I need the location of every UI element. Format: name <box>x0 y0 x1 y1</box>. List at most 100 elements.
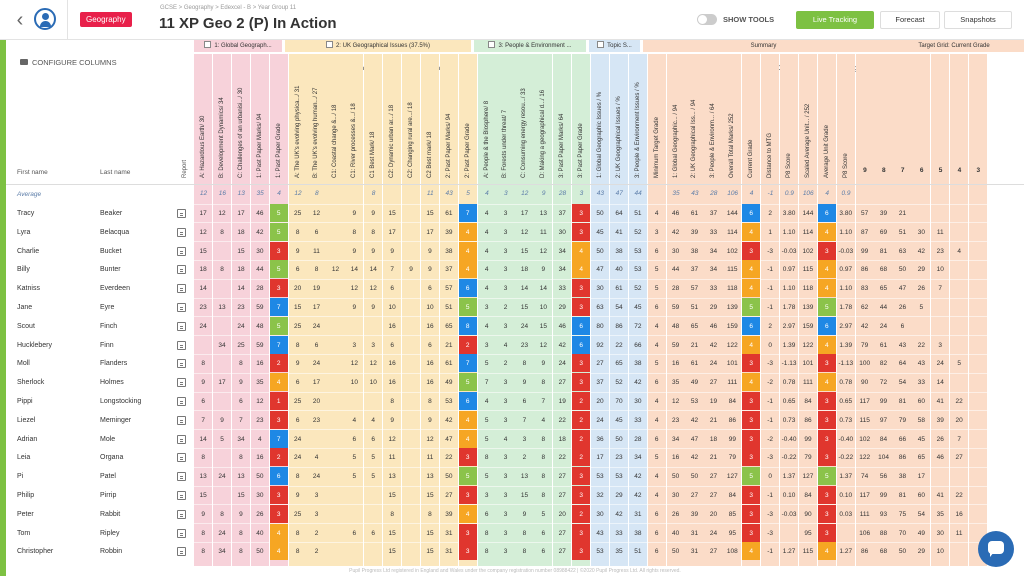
mark-cell[interactable]: 64 <box>615 210 623 217</box>
column-header[interactable]: P8 Score <box>785 153 792 178</box>
mark-cell[interactable]: 1.10 <box>782 228 796 236</box>
mark-cell[interactable]: 10 <box>936 266 944 274</box>
mark-cell[interactable]: 8 <box>239 454 243 462</box>
mark-cell[interactable]: 3 <box>503 454 508 462</box>
mark-cell[interactable]: 99 <box>879 492 888 499</box>
mark-cell[interactable]: 7 <box>201 416 205 424</box>
mark-cell[interactable]: 38 <box>690 247 699 255</box>
mark-cell[interactable]: 6 <box>352 435 357 443</box>
mark-cell[interactable]: 15 <box>426 210 434 217</box>
mark-cell[interactable]: 4 <box>817 279 836 298</box>
mark-cell[interactable]: 4 <box>352 416 357 424</box>
mark-cell[interactable]: 16 <box>426 379 434 387</box>
mark-cell[interactable]: 5 <box>269 316 288 335</box>
mark-cell[interactable]: 84 <box>804 492 812 499</box>
mark-cell[interactable]: 114 <box>727 228 738 236</box>
report-icon[interactable] <box>177 528 186 538</box>
mark-cell[interactable]: 68 <box>879 266 888 274</box>
mark-cell[interactable]: 3 <box>742 354 761 373</box>
mark-cell[interactable]: 9 <box>352 247 357 255</box>
mark-cell[interactable]: 3 <box>503 529 508 537</box>
mark-cell[interactable]: 3 <box>314 510 319 518</box>
mark-cell[interactable]: 17 <box>199 210 207 217</box>
mark-cell[interactable]: -3 <box>767 247 774 255</box>
mark-cell[interactable]: 10 <box>350 379 358 387</box>
group-header[interactable]: 2: UK Geographical Issues (37.5%) <box>285 40 471 52</box>
column-header[interactable]: Overall Total Marks/ 252 <box>729 113 736 178</box>
mark-cell[interactable]: 3 <box>458 523 477 542</box>
column-header[interactable]: C2: Dynamic urban ar.../ 18 <box>389 104 395 178</box>
column-header[interactable]: C1: River processes &.../ 18 <box>351 103 358 178</box>
mark-cell[interactable]: 6 <box>817 204 836 222</box>
mark-cell[interactable]: 4 <box>458 222 477 241</box>
mark-cell[interactable]: 28 <box>672 285 680 293</box>
mark-cell[interactable]: 4 <box>484 210 489 217</box>
mark-cell[interactable]: 6 <box>371 529 376 537</box>
mark-cell[interactable]: 4 <box>742 373 761 392</box>
mark-cell[interactable]: 9 <box>295 247 300 255</box>
mark-cell[interactable]: 5 <box>654 266 659 274</box>
mark-cell[interactable]: 8 <box>541 492 546 499</box>
column-header[interactable]: C2 Best mark/ 18 <box>426 131 433 178</box>
mark-cell[interactable]: 6 <box>201 398 205 405</box>
mark-cell[interactable]: 1.10 <box>782 285 796 293</box>
mark-cell[interactable]: 30 <box>672 492 680 499</box>
mark-cell[interactable]: 3 <box>503 473 508 481</box>
mark-cell[interactable]: 4 <box>742 542 761 561</box>
mark-cell[interactable]: 21 <box>709 416 718 424</box>
mark-cell[interactable]: 29 <box>709 304 718 311</box>
mark-cell[interactable]: 63 <box>898 247 907 255</box>
mark-cell[interactable]: 102 <box>726 247 738 255</box>
mark-cell[interactable]: 95 <box>728 529 736 537</box>
mark-cell[interactable]: 42 <box>709 341 718 349</box>
mark-cell[interactable]: 15 <box>199 247 207 255</box>
mark-cell[interactable]: 3 <box>269 410 288 429</box>
column-header[interactable]: 2: Past Paper Marks/ 94 <box>445 113 452 178</box>
mark-cell[interactable]: 15 <box>520 492 529 499</box>
mark-cell[interactable]: 2 <box>269 354 288 373</box>
mark-cell[interactable]: 6 <box>458 279 477 298</box>
mark-cell[interactable]: 22 <box>615 341 623 349</box>
mark-cell[interactable]: 11 <box>539 228 547 236</box>
mark-cell[interactable]: 9 <box>352 210 357 217</box>
mark-cell[interactable]: 3 <box>522 435 527 443</box>
mark-cell[interactable]: 3 <box>269 486 288 504</box>
mark-cell[interactable]: 23 <box>256 416 264 424</box>
mark-cell[interactable]: 84 <box>804 398 812 405</box>
mark-cell[interactable]: 9 <box>371 247 376 255</box>
mark-cell[interactable]: 46 <box>256 210 264 217</box>
mark-cell[interactable]: 27 <box>558 492 566 499</box>
mark-cell[interactable]: 1 <box>269 392 288 410</box>
mark-cell[interactable]: 127 <box>802 473 814 481</box>
mark-cell[interactable]: 3 <box>503 266 508 274</box>
mark-cell[interactable]: 17 <box>237 210 245 217</box>
table-row[interactable]: Jane Eyre <box>6 298 194 317</box>
mark-cell[interactable]: 6 <box>654 529 659 537</box>
mark-cell[interactable]: 45 <box>596 228 604 236</box>
mark-cell[interactable]: 17 <box>917 473 925 481</box>
mark-cell[interactable]: 4 <box>269 373 288 392</box>
mark-cell[interactable]: 5 <box>371 454 376 462</box>
mark-cell[interactable]: 42 <box>558 341 566 349</box>
mark-cell[interactable]: 17 <box>312 304 321 311</box>
mark-cell[interactable]: 122 <box>726 341 738 349</box>
mark-cell[interactable]: 42 <box>917 247 925 255</box>
mark-cell[interactable]: 8 <box>522 529 527 537</box>
mark-cell[interactable]: 50 <box>672 548 680 556</box>
mark-cell[interactable]: 75 <box>898 510 907 518</box>
mark-cell[interactable]: 3 <box>572 204 591 222</box>
mark-cell[interactable]: 118 <box>802 285 814 293</box>
group-header[interactable]: Summary <box>643 40 884 52</box>
mark-cell[interactable]: 2 <box>768 322 772 330</box>
mark-cell[interactable]: 22 <box>917 341 925 349</box>
mark-cell[interactable]: 9 <box>371 210 376 217</box>
mark-cell[interactable]: 6 <box>295 379 300 387</box>
mark-cell[interactable]: 118 <box>727 285 738 293</box>
mark-cell[interactable]: 3 <box>742 523 761 542</box>
mark-cell[interactable]: 40 <box>256 529 264 537</box>
mark-cell[interactable]: 2.97 <box>782 322 796 330</box>
column-header[interactable]: P8 Score <box>842 153 849 178</box>
mark-cell[interactable]: 114 <box>802 228 814 236</box>
mark-cell[interactable]: 6 <box>352 529 357 537</box>
mark-cell[interactable]: 30 <box>596 510 604 518</box>
